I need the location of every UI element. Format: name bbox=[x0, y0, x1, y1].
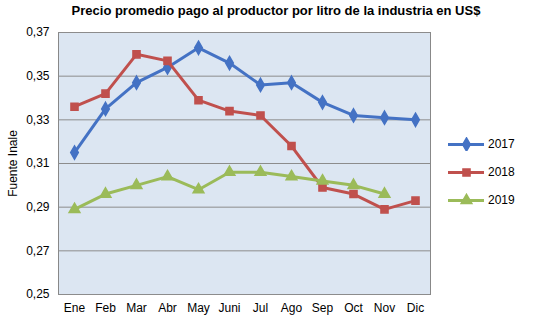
svg-text:Abr: Abr bbox=[158, 301, 177, 315]
svg-text:Oct: Oct bbox=[344, 301, 363, 315]
svg-text:0,27: 0,27 bbox=[26, 244, 50, 258]
svg-text:0,31: 0,31 bbox=[26, 156, 50, 170]
svg-text:Feb: Feb bbox=[95, 301, 116, 315]
svg-text:Ene: Ene bbox=[64, 301, 86, 315]
svg-text:Fuente Inale: Fuente Inale bbox=[6, 130, 20, 197]
svg-text:0,35: 0,35 bbox=[26, 69, 50, 83]
svg-text:Nov: Nov bbox=[374, 301, 395, 315]
html-text:Precio promedio pago al produc: Precio promedio pago al productor por li… bbox=[71, 3, 481, 18]
svg-text:Juni: Juni bbox=[218, 301, 240, 315]
svg-text:Dic: Dic bbox=[407, 301, 424, 315]
svg-text:0,37: 0,37 bbox=[26, 25, 50, 39]
html-text:2018: 2018 bbox=[488, 165, 515, 179]
svg-text:Mar: Mar bbox=[126, 301, 147, 315]
svg-text:May: May bbox=[187, 301, 210, 315]
svg-text:0,33: 0,33 bbox=[26, 113, 50, 127]
svg-text:0,25: 0,25 bbox=[26, 287, 50, 301]
svg-text:Ago: Ago bbox=[281, 301, 303, 315]
svg-text:Jul: Jul bbox=[253, 301, 268, 315]
html-text:2017: 2017 bbox=[488, 137, 515, 151]
svg-text:0,29: 0,29 bbox=[26, 200, 50, 214]
html-text:2019: 2019 bbox=[488, 193, 515, 207]
svg-text:Sep: Sep bbox=[312, 301, 334, 315]
